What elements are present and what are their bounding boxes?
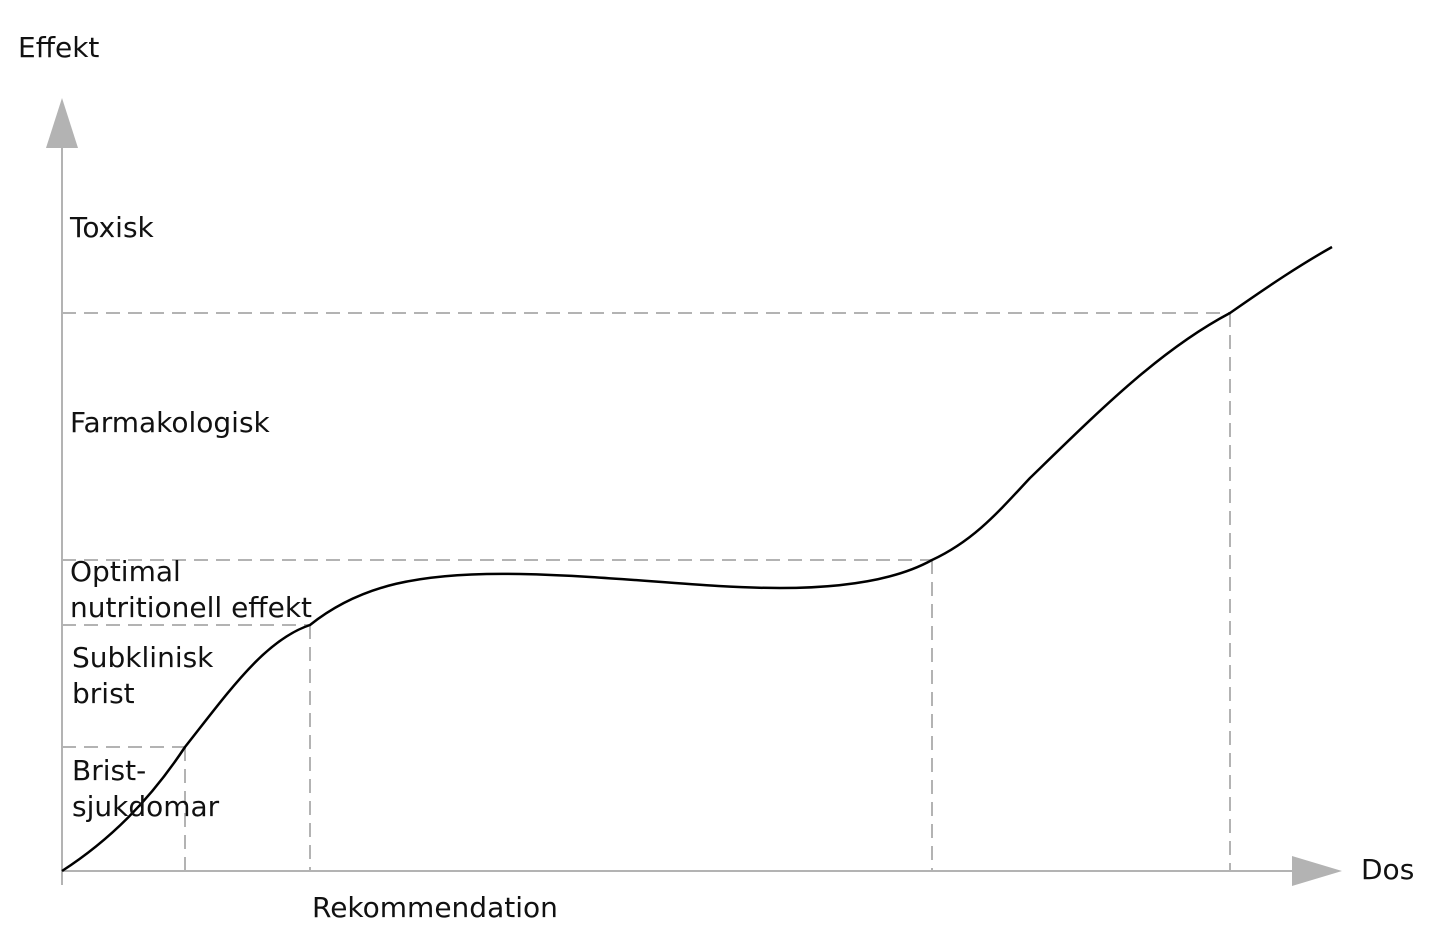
rekommendation-label: Rekommendation bbox=[312, 891, 558, 924]
zone-subklinisk-line2: brist bbox=[72, 677, 135, 710]
y-axis-label: Effekt bbox=[18, 31, 100, 64]
zone-optimal-line1: Optimal bbox=[70, 555, 181, 588]
zone-toxisk-label: Toxisk bbox=[70, 211, 154, 244]
zone-farmakologisk-label: Farmakologisk bbox=[70, 406, 270, 439]
zone-brist-line2: sjukdomar bbox=[72, 790, 220, 823]
zone-optimal-line2: nutritionell effekt bbox=[70, 591, 313, 624]
axes bbox=[61, 140, 1300, 885]
dose-effect-curve bbox=[61, 245, 1333, 873]
y-axis-arrow-icon bbox=[46, 98, 78, 148]
zone-brist-line1: Brist- bbox=[72, 754, 147, 787]
x-axis-label: Dos bbox=[1361, 853, 1415, 886]
x-axis-arrow-icon bbox=[1292, 856, 1342, 886]
zone-optimal-label: Optimal nutritionell effekt bbox=[70, 554, 312, 626]
zone-brist-label: Brist- sjukdomar bbox=[72, 753, 219, 825]
zone-subklinisk-label: Subklinisk brist bbox=[72, 640, 213, 712]
zone-subklinisk-line1: Subklinisk bbox=[72, 641, 214, 674]
threshold-lines bbox=[62, 312, 1231, 871]
